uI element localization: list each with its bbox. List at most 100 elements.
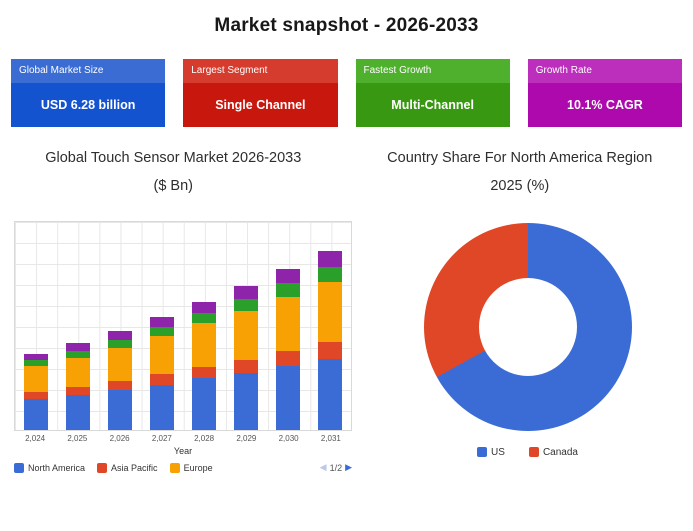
- bar-segment: [150, 374, 174, 385]
- bar-segment: [318, 281, 342, 343]
- legend-swatch: [528, 447, 539, 458]
- x-tick-label: 2,030: [278, 433, 299, 443]
- bar-segment: [318, 358, 342, 430]
- bar-segment: [24, 391, 48, 399]
- legend-swatch: [97, 462, 108, 473]
- legend-label: North America: [28, 462, 86, 473]
- legend-label: Europe: [183, 462, 213, 473]
- bar-segment: [234, 372, 258, 430]
- bar-slot: [141, 222, 183, 430]
- donut-chart-title-line2: 2025 (%): [490, 177, 550, 194]
- card-header: Global Market Size: [11, 59, 166, 83]
- legend-item[interactable]: US: [477, 447, 505, 458]
- stacked-bar-chart: 2,024 2,025 2,026 2,027 2,028 2,029 2,030 2,031…: [0, 220, 362, 473]
- legend-page-indicator: 1/2: [329, 462, 343, 473]
- kpi-cards-row: Global Market Size USD 6.28 billion Larg…: [0, 59, 693, 127]
- x-tick-label: 2,027: [151, 433, 172, 443]
- card-largest-segment: Largest Segment Single Channel: [183, 59, 338, 127]
- card-value: Single Channel: [183, 83, 338, 127]
- legend-item[interactable]: Europe: [169, 462, 213, 473]
- bar-segment: [234, 286, 258, 300]
- bar-segment: [234, 311, 258, 360]
- card-header: Largest Segment: [183, 59, 338, 83]
- bar-segment: [24, 365, 48, 392]
- legend-item[interactable]: North America: [14, 462, 86, 473]
- bar-segment: [192, 366, 216, 378]
- bar-segment: [66, 343, 90, 352]
- bar-segment: [276, 283, 300, 298]
- bar-segment: [318, 266, 342, 282]
- donut-chart-title-line1: Country Share For North America Region: [387, 150, 653, 166]
- bar-slot: [225, 222, 267, 430]
- legend-item[interactable]: Canada: [528, 446, 578, 458]
- donut-chart-title: Country Share For North America Region 2…: [347, 150, 693, 195]
- bar-legend-items: North America Asia Pacific Europe: [14, 462, 213, 473]
- bar-chart-title-line2: ($ Bn): [153, 177, 194, 194]
- bar-plot-area: [14, 220, 352, 431]
- bar-slot: [183, 222, 225, 430]
- legend-swatch: [169, 462, 180, 473]
- bar-segment: [234, 299, 258, 312]
- card-growth-rate: Growth Rate 10.1% CAGR: [527, 59, 682, 127]
- bar-segment: [276, 351, 300, 366]
- bar-segment: [150, 326, 174, 337]
- bar-slot: [267, 222, 309, 430]
- legend-prev-icon[interactable]: ◀: [319, 462, 327, 473]
- legend-next-icon[interactable]: ▶: [345, 462, 352, 473]
- charts-row: 2,024 2,025 2,026 2,027 2,028 2,029 2,030 2,031…: [0, 220, 693, 473]
- stacked-bar: [108, 222, 132, 430]
- bar-slot: [57, 222, 99, 430]
- bar-segment: [192, 312, 216, 324]
- donut-legend: US Canada: [477, 447, 578, 458]
- bar-legend: North America Asia Pacific Europe ◀ 1/2 ▶: [14, 462, 352, 473]
- bar-chart-title: Global Touch Sensor Market 2026-2033 ($ …: [0, 150, 347, 195]
- x-tick-label: 2,028: [194, 433, 215, 443]
- bar-slot: [309, 222, 351, 430]
- card-value: Multi-Channel: [355, 83, 510, 127]
- legend-swatch: [14, 462, 24, 473]
- page-title: Market snapshot - 2026-2033: [214, 15, 479, 36]
- stacked-bar: [192, 222, 216, 430]
- bar-segment: [276, 268, 300, 284]
- legend-item[interactable]: Asia Pacific: [97, 462, 158, 473]
- x-tick-label: 2,026: [109, 433, 130, 443]
- donut-ring: [423, 222, 632, 431]
- stacked-bar: [24, 222, 48, 430]
- legend-pagination: ◀ 1/2 ▶: [320, 462, 352, 473]
- bar-segment: [24, 353, 48, 360]
- x-tick-label: 2,024: [25, 433, 46, 443]
- card-fastest-growth: Fastest Growth Multi-Channel: [355, 59, 510, 127]
- card-global-market-size: Global Market Size USD 6.28 billion: [11, 59, 166, 127]
- bar-segment: [108, 348, 132, 382]
- card-header: Growth Rate: [527, 59, 682, 83]
- bar-segment: [276, 365, 300, 430]
- bar-segment: [108, 331, 132, 340]
- bar-segment: [234, 359, 258, 373]
- bar-slot: [99, 222, 141, 430]
- bar-segment: [318, 251, 342, 267]
- bar-segment: [150, 336, 174, 375]
- bar-segment: [66, 395, 90, 430]
- bar-segment: [66, 351, 90, 358]
- legend-label: Asia Pacific: [111, 462, 158, 473]
- bar-x-axis-title: Year: [173, 445, 193, 456]
- bar-segment: [108, 339, 132, 349]
- legend-label: Canada: [542, 446, 578, 458]
- bar-segment: [66, 387, 90, 396]
- legend-swatch: [477, 447, 488, 458]
- bar-segment: [192, 323, 216, 367]
- stacked-bar: [66, 222, 90, 430]
- bar-segment: [24, 359, 48, 366]
- bar-x-tick-labels: 2,024 2,025 2,026 2,027 2,028 2,029 2,030 2,031: [14, 434, 352, 443]
- bar-segment: [318, 342, 342, 359]
- bar-chart-title-line1: Global Touch Sensor Market 2026-2033: [45, 150, 302, 166]
- bar-segment: [150, 317, 174, 327]
- stacked-bar: [234, 222, 258, 430]
- x-tick-label: 2,029: [236, 433, 257, 443]
- donut-chart: US Canada: [362, 221, 693, 473]
- section-titles-row: Global Touch Sensor Market 2026-2033 ($ …: [0, 150, 693, 195]
- bar-segment: [276, 297, 300, 352]
- stacked-bar: [150, 222, 174, 430]
- card-value: 10.1% CAGR: [527, 83, 682, 127]
